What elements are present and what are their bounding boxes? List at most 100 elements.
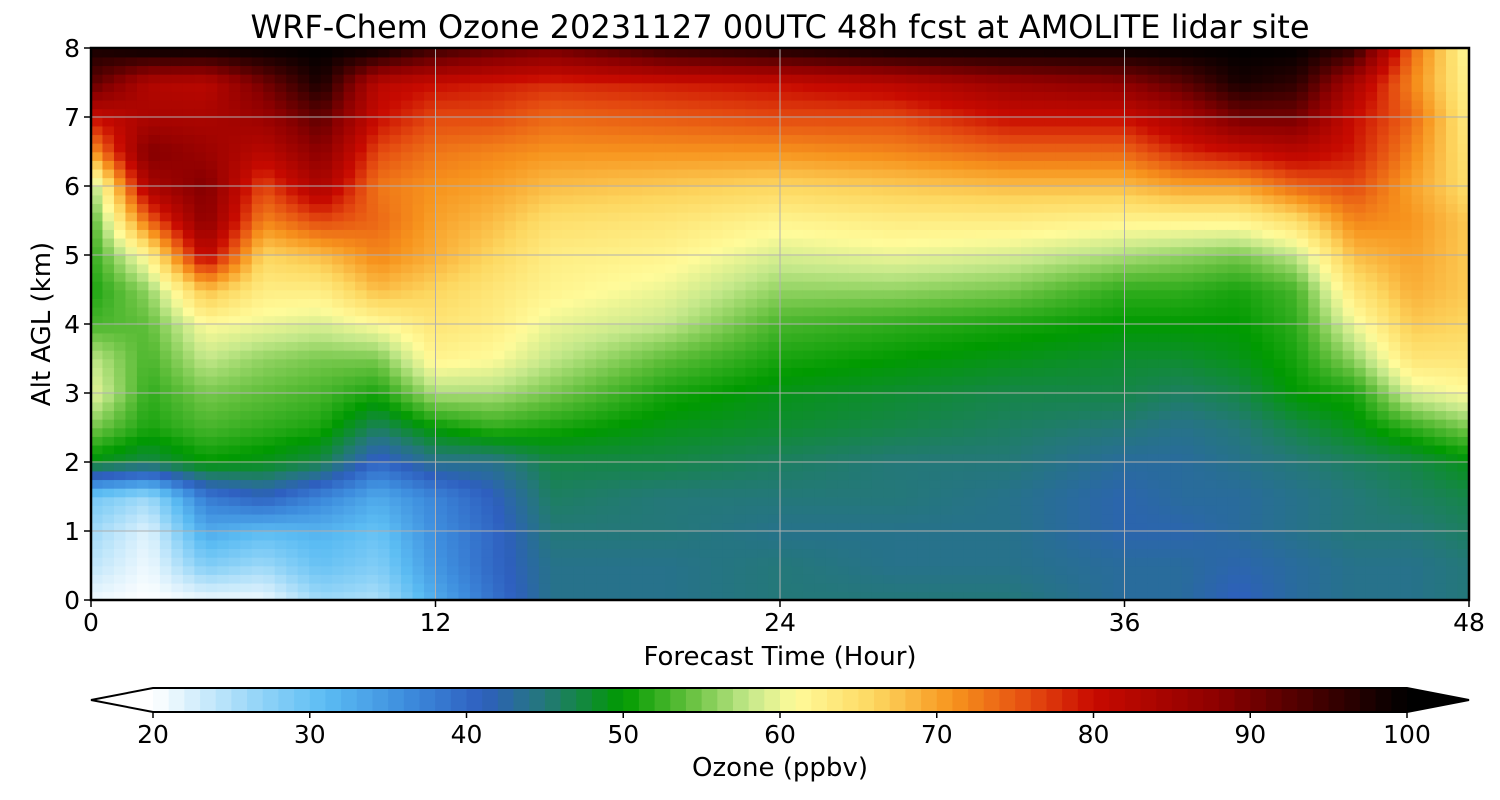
ozone-cell [240,99,253,110]
ozone-cell [929,574,942,584]
ozone-cell [791,341,804,351]
ozone-cell [940,462,954,472]
ozone-cell [481,246,494,256]
ozone-cell [619,177,632,187]
ozone-cell [630,393,643,403]
ozone-cell [929,255,942,265]
ozone-cell [240,462,253,472]
ozone-cell [378,496,391,506]
ozone-cell [734,539,747,550]
ozone-cell [653,99,666,110]
ozone-cell [263,418,276,429]
ozone-cell [791,332,804,343]
ozone-cell [883,582,896,593]
ozone-cell [848,306,862,317]
ozone-cell [171,117,184,127]
ozone-cell [596,211,609,222]
ozone-cell [642,556,655,567]
ozone-cell [780,565,793,575]
ozone-cell [653,487,666,498]
ozone-cell [780,487,793,498]
ozone-cell [676,65,689,75]
ozone-cell [332,384,345,394]
ozone-cell [228,82,242,92]
ozone-cell [458,358,471,368]
ozone-cell [274,108,288,118]
ozone-cell [148,177,161,187]
ozone-cell [929,48,942,58]
ozone-cell [504,539,517,550]
ozone-cell [286,194,299,205]
ozone-cell [642,186,655,196]
ozone-cell [205,427,219,437]
ozone-cell [894,444,908,455]
ozone-cell [102,151,115,161]
ozone-cell [860,470,873,481]
ozone-cell [573,539,586,550]
ozone-cell [401,479,414,489]
ozone-cell [630,444,643,455]
ozone-cell [412,496,425,506]
ozone-cell [148,522,161,532]
ozone-cell [182,349,196,360]
ozone-cell [975,99,988,110]
ozone-cell [182,151,196,161]
ozone-cell [320,186,333,196]
ozone-cell [309,255,322,265]
ozone-cell [355,151,368,161]
ozone-cell [734,168,747,179]
ozone-cell [102,453,115,463]
ozone-cell [917,203,931,213]
ozone-cell [538,436,552,446]
ozone-cell [561,255,575,265]
ozone-cell [699,418,712,429]
ozone-cell [91,548,104,558]
ozone-cell [240,591,253,600]
ozone-cell [171,194,184,205]
ozone-cell [699,280,712,291]
ozone-cell [527,168,540,179]
ozone-cell [676,341,689,351]
ozone-cell [757,418,770,429]
ozone-cell [458,556,471,567]
ozone-cell [940,203,954,213]
ozone-cell [929,263,942,274]
ozone-cell [332,194,345,205]
ozone-cell [159,306,173,317]
ozone-cell [171,341,184,351]
ozone-cell [527,539,540,550]
ozone-cell [665,117,678,127]
ozone-cell [217,272,230,282]
ozone-cell [573,591,586,600]
ozone-cell [343,272,356,282]
ozone-cell [825,479,839,489]
ozone-cell [676,211,689,222]
ozone-cell [952,582,965,593]
ozone-cell [802,358,816,368]
ozone-cell [297,117,310,127]
ozone-cell [848,496,862,506]
ozone-cell [848,134,862,144]
ozone-cell [148,272,161,282]
ozone-cell [688,565,701,575]
ozone-cell [401,574,414,584]
ozone-cell [366,56,379,67]
ozone-cell [136,582,150,593]
ozone-cell [389,186,402,196]
ozone-cell [573,358,586,368]
ozone-cell [734,151,747,161]
ozone-cell [837,177,850,187]
ozone-cell [837,384,850,394]
ozone-cell [171,82,184,92]
ozone-cell [424,444,437,455]
ozone-cell [630,349,643,360]
ozone-cell [791,298,804,308]
ozone-cell [722,255,735,265]
ozone-cell [194,332,207,343]
ozone-cell [125,470,138,481]
ozone-cell [607,548,621,558]
ozone-cell [722,531,735,541]
ozone-cell [481,203,494,213]
ozone-cell [148,574,161,584]
ozone-cell [378,56,391,67]
